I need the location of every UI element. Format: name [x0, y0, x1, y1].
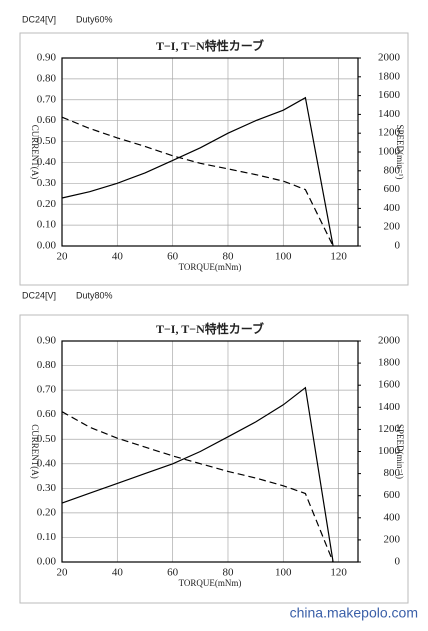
y-tick-label: 0.10: [37, 531, 57, 543]
y-tick-label: 0.40: [37, 156, 57, 168]
y-tick-label: 0.70: [37, 384, 57, 396]
voltage-label: DC24[V]: [22, 14, 56, 24]
y-tick-label: 0.00: [37, 556, 57, 568]
y-axis-label: CURRENT(A): [30, 424, 40, 479]
series-line: [61, 116, 334, 247]
y2-tick-label: 200: [384, 533, 401, 545]
plot-border: [61, 340, 359, 563]
y-tick-label: 0.90: [37, 335, 57, 347]
y2-tick-label: 1800: [378, 357, 401, 369]
y2-tick-label: 2000: [378, 52, 401, 64]
chart: DC24[V] Duty60% T−I, T−N特性カーブ 20 40 60 80 100 12…: [19, 14, 409, 286]
chart-title: T−I, T−N特性カーブ: [156, 38, 264, 53]
y-tick-label: 0.20: [37, 198, 57, 210]
y2-axis-label: SPEED(min⁻¹): [395, 125, 405, 180]
series-line: [61, 96, 334, 247]
y-tick-label: 0.80: [37, 72, 57, 84]
chart-title: T−I, T−N特性カーブ: [156, 321, 264, 336]
x-tick-label: 120: [330, 567, 347, 579]
y-tick-label: 0.60: [37, 408, 57, 420]
y-tick-label: 0.90: [37, 52, 57, 64]
y2-tick-label: 800: [384, 164, 401, 176]
y-tick-label: 0.70: [37, 93, 57, 105]
y-tick-label: 0.00: [37, 240, 57, 252]
duty-label: Duty60%: [76, 14, 113, 24]
x-tick-label: 40: [112, 251, 124, 263]
y-tick-label: 0.80: [37, 359, 57, 371]
y2-tick-label: 1200: [378, 127, 401, 139]
voltage-label: DC24[V]: [22, 290, 56, 300]
x-tick-label: 80: [222, 567, 234, 579]
x-tick-label: 60: [167, 567, 179, 579]
x-tick-label: 100: [275, 567, 292, 579]
x-tick-label: 60: [167, 251, 179, 263]
y-tick-label: 0.30: [37, 482, 57, 494]
y2-tick-label: 2000: [378, 335, 401, 347]
x-tick-label: 20: [57, 251, 69, 263]
y2-axis-label: SPEED(min⁻¹): [395, 424, 405, 479]
chart-frame: [19, 314, 409, 604]
y-tick-label: 0.50: [37, 135, 57, 147]
y2-tick-label: 1400: [378, 108, 401, 120]
y-tick-label: 0.40: [37, 457, 57, 469]
x-axis-label: TORQUE(mNm): [179, 578, 242, 588]
y2-tick-label: 1600: [378, 379, 401, 391]
duty-label: Duty80%: [76, 290, 113, 300]
y2-tick-label: 1600: [378, 89, 401, 101]
x-tick-label: 100: [275, 251, 292, 263]
chart-frame: [19, 32, 409, 286]
y-tick-label: 0.10: [37, 219, 57, 231]
y2-tick-label: 400: [384, 202, 401, 214]
y-tick-label: 0.60: [37, 114, 57, 126]
y-axis-label: CURRENT(A): [30, 125, 40, 180]
y2-tick-label: 1400: [378, 401, 401, 413]
x-tick-label: 20: [57, 567, 69, 579]
y2-tick-label: 1000: [378, 146, 401, 158]
y2-tick-label: 200: [384, 221, 401, 233]
watermark: china.makepolo.com: [290, 605, 418, 621]
x-axis-label: TORQUE(mNm): [179, 262, 242, 272]
x-tick-label: 120: [330, 251, 347, 263]
series-line: [61, 386, 334, 563]
y2-tick-label: 0: [395, 240, 401, 252]
y-tick-label: 0.30: [37, 177, 57, 189]
x-tick-label: 40: [112, 567, 124, 579]
y-tick-label: 0.50: [37, 433, 57, 445]
y2-tick-label: 1800: [378, 70, 401, 82]
y2-tick-label: 1000: [378, 445, 401, 457]
y2-tick-label: 1200: [378, 423, 401, 435]
y2-tick-label: 400: [384, 511, 401, 523]
series-line: [61, 411, 334, 563]
chart: DC24[V] Duty80% T−I, T−N特性カーブ 20 40 60 80 100 12…: [19, 290, 409, 604]
y2-tick-label: 800: [384, 467, 401, 479]
y2-tick-label: 600: [384, 489, 401, 501]
y-tick-label: 0.20: [37, 506, 57, 518]
x-tick-label: 80: [222, 251, 234, 263]
plot-border: [61, 57, 359, 247]
y2-tick-label: 600: [384, 183, 401, 195]
y2-tick-label: 0: [395, 556, 401, 568]
